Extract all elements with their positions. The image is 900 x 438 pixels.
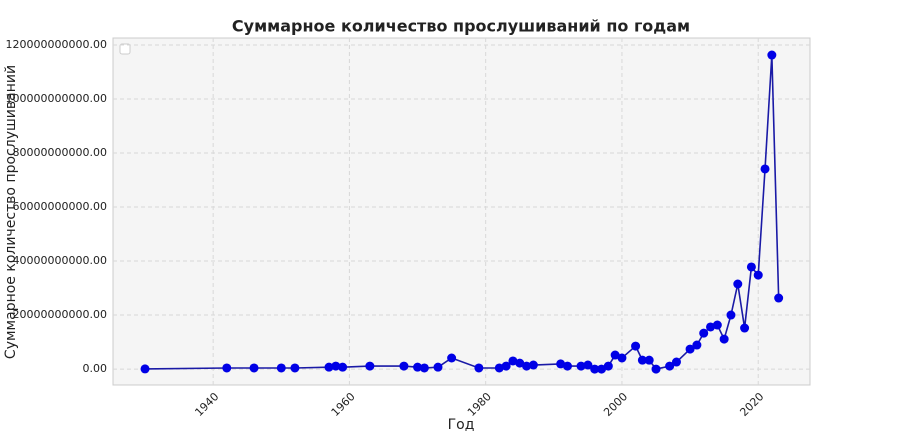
data-point	[637, 355, 647, 365]
legend-box	[119, 43, 131, 55]
data-point	[685, 344, 695, 354]
y-axis-label: Суммарное количество прослушиваний	[3, 65, 19, 359]
data-point	[365, 361, 375, 371]
data-point	[583, 360, 593, 370]
data-point	[726, 310, 736, 320]
data-point	[249, 363, 259, 373]
data-point	[671, 357, 681, 367]
data-point	[413, 362, 423, 372]
data-point	[733, 279, 743, 289]
data-point	[719, 334, 729, 344]
data-point	[651, 364, 661, 374]
data-point	[474, 363, 484, 373]
y-tick-label: 40000000000.00	[13, 254, 107, 267]
data-point	[494, 363, 504, 373]
y-tick-label: 80000000000.00	[13, 146, 107, 159]
data-point	[522, 361, 532, 371]
data-point	[740, 323, 750, 333]
y-tick-label: 120000000000.00	[6, 38, 107, 51]
plot-area	[112, 37, 811, 386]
data-point	[774, 293, 784, 303]
data-point	[692, 340, 702, 350]
data-point	[767, 50, 777, 60]
data-point	[222, 363, 232, 373]
data-point	[501, 361, 511, 371]
data-point	[576, 361, 586, 371]
data-point	[508, 356, 518, 366]
data-point	[753, 270, 763, 280]
data-point	[603, 361, 613, 371]
chart-title: Суммарное количество прослушиваний по го…	[232, 17, 690, 36]
data-point	[324, 362, 334, 372]
data-point	[644, 355, 654, 365]
y-tick-label: 20000000000.00	[13, 308, 107, 321]
data-point	[399, 361, 409, 371]
data-point	[140, 364, 150, 374]
x-tick-label: 1980	[465, 390, 494, 419]
data-point	[562, 361, 572, 371]
data-point	[528, 360, 538, 370]
data-point	[331, 361, 341, 371]
x-tick-label: 1960	[329, 390, 358, 419]
data-point	[699, 328, 709, 338]
data-point	[556, 359, 566, 369]
y-tick-label: 100000000000.00	[6, 92, 107, 105]
data-point	[712, 320, 722, 330]
data-point	[419, 363, 429, 373]
data-point	[665, 361, 675, 371]
data-point	[590, 364, 600, 374]
x-tick-label: 2020	[737, 390, 766, 419]
y-tick-label: 60000000000.00	[13, 200, 107, 213]
data-point	[290, 363, 300, 373]
x-tick-label: 2000	[601, 390, 630, 419]
data-point	[515, 358, 525, 368]
data-point	[447, 353, 457, 363]
data-point	[610, 350, 620, 360]
data-point	[338, 362, 348, 372]
x-tick-label: 1940	[192, 390, 221, 419]
data-point	[760, 164, 770, 174]
data-point	[597, 364, 607, 374]
data-point	[631, 341, 641, 351]
data-point	[706, 322, 716, 332]
data-point	[433, 362, 443, 372]
data-point	[617, 353, 627, 363]
data-point	[276, 363, 286, 373]
x-axis-label: Год	[448, 417, 475, 433]
data-point	[746, 262, 756, 272]
y-tick-label: 0.00	[83, 362, 108, 375]
